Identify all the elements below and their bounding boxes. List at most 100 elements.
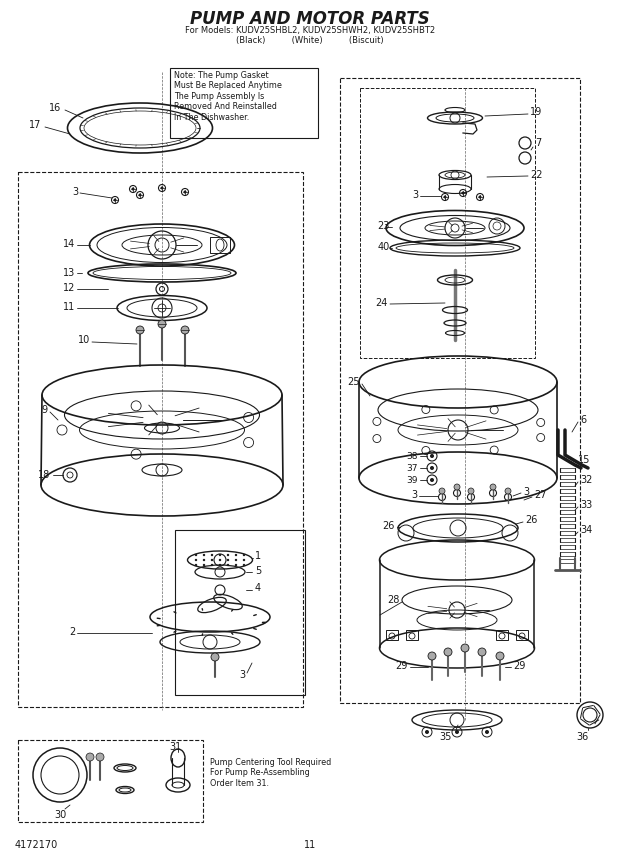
Circle shape	[219, 564, 221, 566]
Circle shape	[227, 564, 229, 566]
Circle shape	[430, 454, 434, 458]
Circle shape	[203, 554, 205, 556]
Text: 11: 11	[63, 302, 75, 312]
Bar	[175, 530, 305, 695]
Text: 29: 29	[513, 661, 525, 671]
Text: 36: 36	[576, 732, 588, 742]
Text: 32: 32	[580, 475, 592, 485]
Circle shape	[235, 559, 237, 562]
Circle shape	[211, 559, 213, 562]
Circle shape	[227, 554, 229, 556]
Circle shape	[113, 199, 117, 201]
Bar	[18, 740, 203, 822]
Text: 25: 25	[347, 377, 360, 387]
Text: 3: 3	[523, 487, 529, 497]
Text: 29: 29	[396, 661, 408, 671]
Text: 30: 30	[54, 810, 66, 820]
Text: 16: 16	[49, 103, 61, 113]
Circle shape	[131, 187, 135, 191]
Circle shape	[428, 652, 436, 660]
Text: Note: The Pump Gasket
Must Be Replaced Anytime
The Pump Assembly Is
Removed And : Note: The Pump Gasket Must Be Replaced A…	[174, 71, 282, 122]
Circle shape	[243, 554, 245, 556]
Circle shape	[505, 488, 511, 494]
Circle shape	[430, 466, 434, 470]
Circle shape	[219, 554, 221, 556]
Circle shape	[490, 484, 496, 490]
Circle shape	[443, 195, 446, 199]
Circle shape	[211, 564, 213, 566]
Bar	[340, 78, 580, 703]
Text: 39: 39	[407, 475, 418, 484]
Text: 4172170: 4172170	[15, 840, 58, 850]
Text: (Black)          (White)          (Biscuit): (Black) (White) (Biscuit)	[236, 36, 384, 45]
Text: Pump Centering Tool Required
For Pump Re-Assembling
Order Item 31.: Pump Centering Tool Required For Pump Re…	[210, 758, 331, 788]
Text: 26: 26	[383, 521, 395, 531]
Circle shape	[195, 559, 197, 562]
Text: 28: 28	[388, 595, 400, 605]
Text: For Models: KUDV25SHBL2, KUDV25SHWH2, KUDV25SHBT2: For Models: KUDV25SHBL2, KUDV25SHWH2, KU…	[185, 26, 435, 35]
Bar	[496, 630, 508, 640]
Circle shape	[86, 753, 94, 761]
Text: 3: 3	[72, 187, 78, 197]
Circle shape	[161, 187, 164, 189]
Text: PUMP AND MOTOR PARTS: PUMP AND MOTOR PARTS	[190, 10, 430, 28]
Circle shape	[243, 559, 245, 562]
Circle shape	[195, 554, 197, 556]
Circle shape	[430, 478, 434, 482]
Bar	[18, 172, 303, 707]
Bar	[170, 68, 318, 138]
Circle shape	[478, 648, 486, 656]
Circle shape	[235, 564, 237, 566]
Circle shape	[479, 195, 482, 199]
Circle shape	[455, 730, 459, 734]
Text: 4: 4	[255, 583, 261, 593]
Circle shape	[203, 559, 205, 562]
Text: 2: 2	[69, 627, 75, 637]
Circle shape	[425, 730, 429, 734]
Text: 10: 10	[78, 335, 90, 345]
Text: 7: 7	[535, 138, 541, 148]
Text: 18: 18	[38, 470, 50, 480]
Bar	[406, 630, 418, 640]
Text: 22: 22	[530, 170, 542, 180]
Text: 3: 3	[411, 490, 417, 500]
Circle shape	[136, 326, 144, 334]
Circle shape	[444, 648, 452, 656]
Text: 40: 40	[378, 242, 390, 252]
Text: 3: 3	[239, 670, 245, 680]
Text: 15: 15	[578, 455, 590, 465]
Circle shape	[454, 484, 460, 490]
Circle shape	[219, 559, 221, 562]
Circle shape	[227, 559, 229, 562]
Text: 33: 33	[580, 500, 592, 510]
Circle shape	[461, 644, 469, 652]
Circle shape	[243, 564, 245, 566]
Bar	[516, 630, 528, 640]
Text: 14: 14	[63, 239, 75, 249]
Bar	[386, 630, 398, 640]
Text: 1: 1	[255, 551, 261, 561]
Circle shape	[184, 191, 187, 193]
Circle shape	[468, 488, 474, 494]
Circle shape	[195, 564, 197, 566]
Bar	[360, 88, 535, 358]
Circle shape	[158, 320, 166, 328]
Text: 35: 35	[439, 732, 451, 742]
Circle shape	[461, 192, 464, 194]
Text: 3: 3	[412, 190, 418, 200]
Text: 31: 31	[169, 742, 181, 752]
Text: 12: 12	[63, 283, 75, 293]
Circle shape	[181, 326, 189, 334]
Circle shape	[439, 488, 445, 494]
Circle shape	[235, 554, 237, 556]
Text: 17: 17	[29, 120, 41, 130]
Circle shape	[138, 193, 141, 197]
Text: 23: 23	[378, 221, 390, 231]
Text: 19: 19	[530, 107, 542, 117]
Circle shape	[485, 730, 489, 734]
Text: 38: 38	[407, 451, 418, 461]
Text: 6: 6	[580, 415, 586, 425]
Text: 13: 13	[63, 268, 75, 278]
Circle shape	[496, 652, 504, 660]
Text: 26: 26	[525, 515, 538, 525]
